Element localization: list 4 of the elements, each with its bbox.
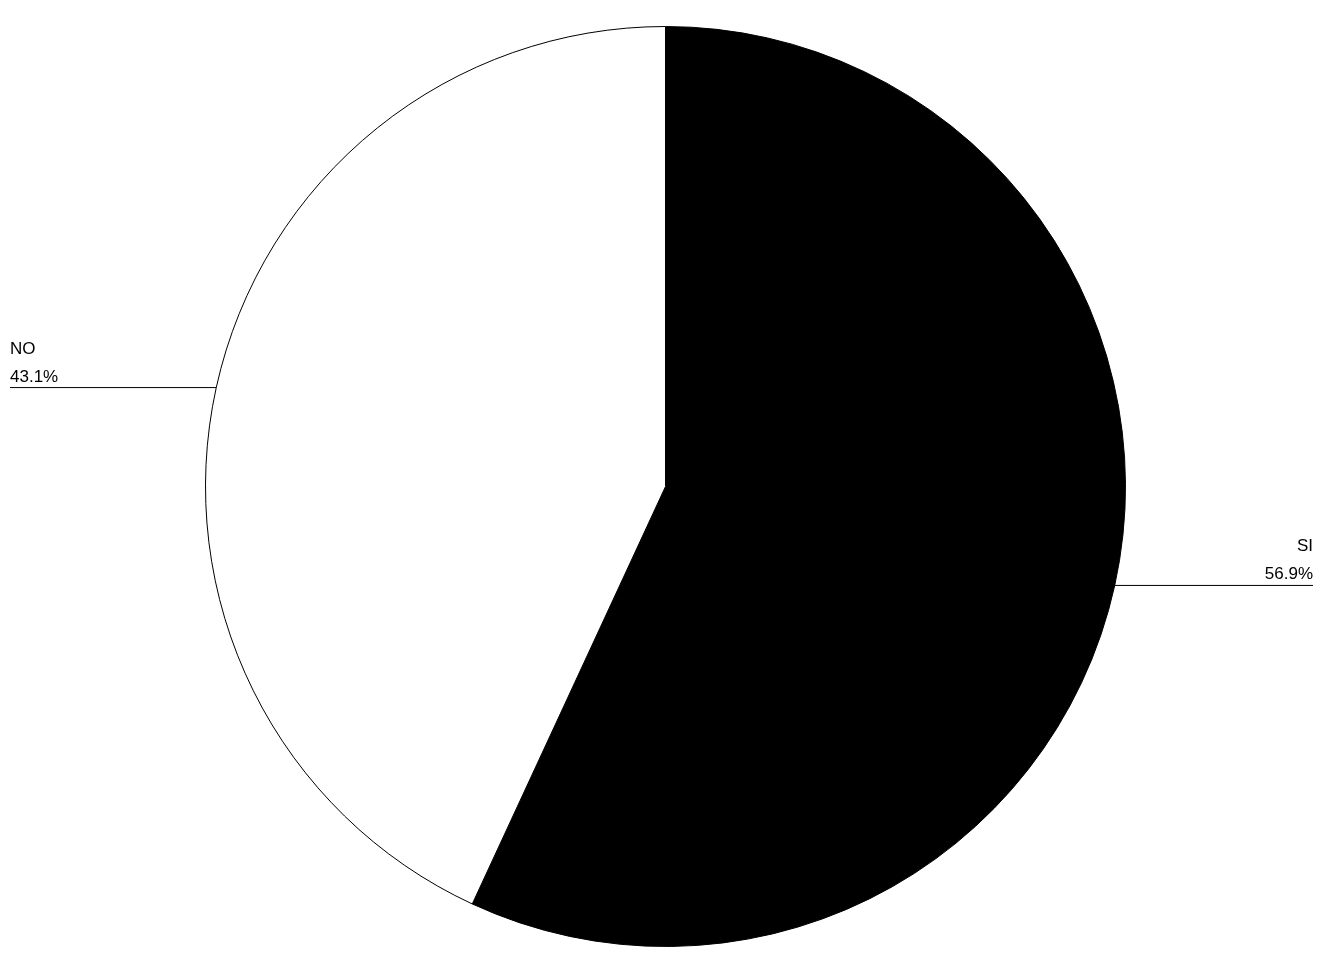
slice-label: NO bbox=[10, 338, 36, 358]
data-label: 56.9% bbox=[1264, 564, 1313, 584]
slice-label: SI bbox=[1296, 536, 1313, 556]
data-label: 43.1% bbox=[10, 366, 59, 386]
